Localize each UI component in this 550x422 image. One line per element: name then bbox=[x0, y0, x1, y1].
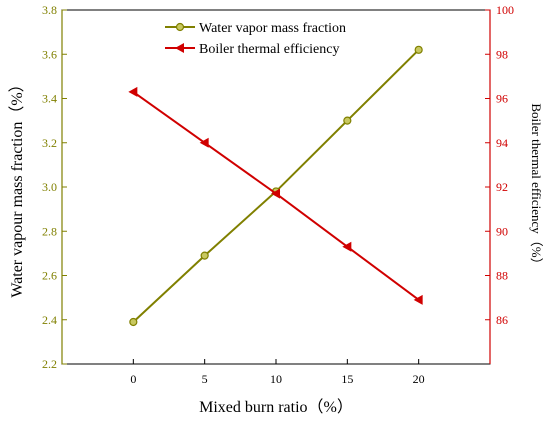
legend-marker-boiler-efficiency bbox=[175, 43, 184, 53]
x-tick-label: 20 bbox=[413, 372, 425, 386]
x-tick-label: 10 bbox=[270, 372, 282, 386]
right-tick-label: 92 bbox=[496, 180, 508, 194]
legend: Water vapor mass fraction Boiler thermal… bbox=[165, 21, 346, 57]
data-point-boiler-efficiency bbox=[199, 137, 209, 148]
right-axis-ticks: 86 88 90 92 94 96 98 100 bbox=[485, 3, 514, 327]
x-axis-title: Mixed burn ratio（%） bbox=[199, 398, 353, 416]
left-tick-label: 2.4 bbox=[42, 313, 57, 327]
right-tick-label: 90 bbox=[496, 224, 508, 238]
right-axis-title: Boiler thermal efficiency（%） bbox=[529, 103, 544, 270]
left-tick-label: 2.6 bbox=[42, 269, 57, 283]
data-point-water-vapor bbox=[129, 317, 138, 327]
left-tick-label: 2.2 bbox=[42, 357, 57, 371]
data-point-water-vapor bbox=[200, 251, 209, 260]
data-point-boiler-efficiency bbox=[128, 86, 138, 97]
left-tick-label: 2.8 bbox=[42, 224, 57, 238]
right-tick-label: 96 bbox=[496, 92, 508, 106]
data-point-water-vapor bbox=[343, 116, 352, 125]
data-point-boiler-efficiency bbox=[413, 294, 423, 305]
x-tick-label: 0 bbox=[130, 372, 136, 386]
right-tick-label: 88 bbox=[496, 269, 508, 283]
legend-label-water-vapor: Water vapor mass fraction bbox=[199, 21, 346, 36]
data-point-boiler-efficiency bbox=[342, 241, 352, 252]
right-tick-label: 100 bbox=[496, 3, 514, 17]
left-axis-ticks: 2.2 2.4 2.6 2.8 3.0 3.2 3.4 3.6 3.8 bbox=[42, 3, 67, 371]
left-tick-label: 3.8 bbox=[42, 3, 57, 17]
x-tick-label: 15 bbox=[341, 372, 353, 386]
left-axis-title: Water vapour mass fraction（%） bbox=[8, 76, 26, 297]
right-tick-label: 94 bbox=[496, 136, 508, 150]
plot-frame bbox=[61, 9, 491, 365]
legend-marker-water-vapor bbox=[175, 22, 185, 32]
left-tick-label: 3.6 bbox=[42, 47, 57, 61]
x-axis-ticks: 0 5 10 15 20 bbox=[130, 359, 425, 386]
series-line-water-vapor bbox=[132, 49, 420, 323]
series-layer bbox=[128, 45, 423, 327]
right-tick-label: 98 bbox=[496, 47, 508, 61]
legend-label-boiler-efficiency: Boiler thermal efficiency bbox=[199, 42, 339, 57]
left-tick-label: 3.0 bbox=[42, 180, 57, 194]
data-point-boiler-efficiency bbox=[271, 188, 280, 199]
data-point-water-vapor bbox=[414, 45, 423, 54]
right-tick-label: 86 bbox=[496, 313, 508, 327]
left-tick-label: 3.2 bbox=[42, 136, 57, 150]
left-tick-label: 3.4 bbox=[42, 92, 57, 106]
x-tick-label: 5 bbox=[202, 372, 208, 386]
